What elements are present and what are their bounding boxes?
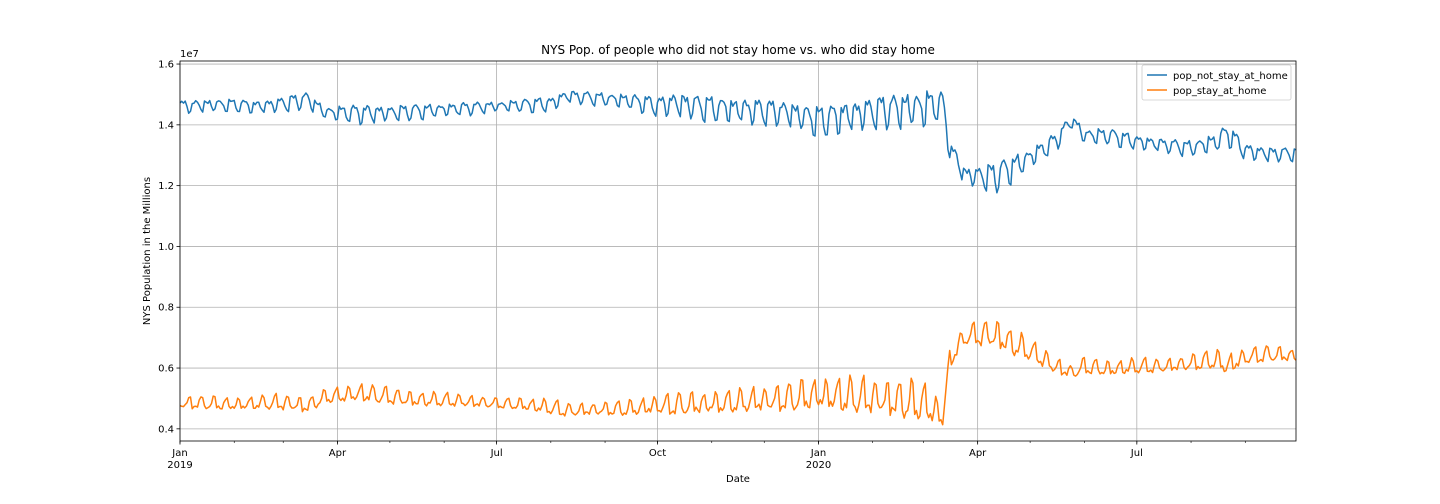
x-tick-year-label: 2020 xyxy=(806,460,831,471)
x-tick-label: Jul xyxy=(1130,448,1143,459)
y-tick-label: 0.8 xyxy=(158,303,174,314)
y-tick-label: 0.6 xyxy=(158,364,174,375)
series-line-pop-stay-at-home xyxy=(179,321,1297,426)
legend-box xyxy=(1141,64,1292,101)
y-axis: 0.4 0.6 0.8 1.0 1.2 1.4 1.6 xyxy=(158,60,180,435)
x-tick-label: Jul xyxy=(490,448,503,459)
x-tick-label: Jan xyxy=(810,448,826,459)
chart-title: NYS Pop. of people who did not stay home… xyxy=(541,43,935,57)
plot-frame xyxy=(179,60,1297,442)
x-tick-year-label: 2019 xyxy=(167,460,192,471)
x-tick-label: Apr xyxy=(969,448,987,459)
legend-label-pop-not-stay-at-home: pop_not_stay_at_home xyxy=(1173,71,1288,82)
y-tick-label: 1.0 xyxy=(158,242,174,253)
y-tick-label: 0.4 xyxy=(158,424,174,435)
x-tick-label: Jan xyxy=(171,448,187,459)
legend: pop_not_stay_at_home pop_stay_at_home xyxy=(1141,64,1292,101)
series-line-pop-not-stay-at-home xyxy=(179,90,1297,194)
y-axis-label: NYS Population in the Millions xyxy=(142,177,153,325)
y-tick-label: 1.2 xyxy=(158,181,174,192)
x-tick-label: Oct xyxy=(649,448,666,459)
y-tick-label: 1.4 xyxy=(158,120,174,131)
y-offset-label: 1e7 xyxy=(180,49,199,60)
y-tick-label: 1.6 xyxy=(158,60,174,71)
x-tick-label: Apr xyxy=(329,448,347,459)
legend-label-pop-stay-at-home: pop_stay_at_home xyxy=(1173,86,1266,97)
series-layer xyxy=(179,90,1297,426)
x-axis-label: Date xyxy=(726,474,750,485)
